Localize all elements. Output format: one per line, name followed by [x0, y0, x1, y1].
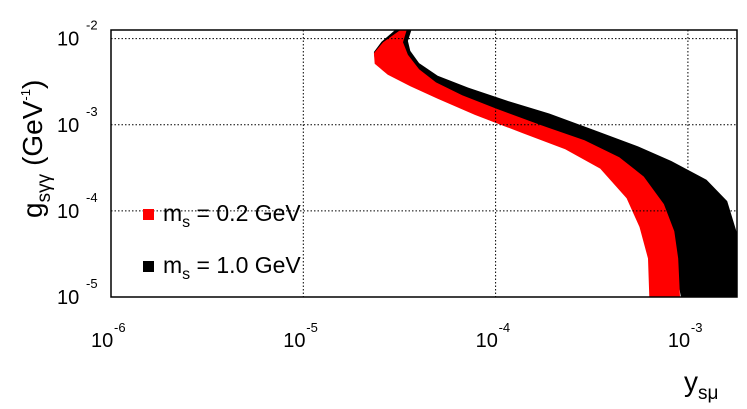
grid-lines: [111, 30, 737, 297]
x-tick-label: 10: [476, 330, 498, 352]
plot-frame: [110, 29, 738, 298]
legend-label-0-sub: s: [182, 214, 190, 231]
y-tick-exponent: -5: [86, 276, 98, 291]
y-tick-label: 10: [57, 201, 79, 223]
legend-label-0: ms = 0.2 GeV: [163, 200, 301, 231]
x-tick-exponent: -3: [691, 320, 703, 335]
y-axis-title: gsγγ (GeV-1): [17, 80, 55, 218]
x-tick-exponent: -5: [306, 320, 318, 335]
legend-swatch-black: [143, 261, 154, 272]
legend-swatch-red: [143, 209, 154, 220]
y-axis-title-sub: sγγ: [34, 173, 55, 202]
x-axis-title: ysμ: [684, 366, 718, 404]
y-tick-label: 10: [57, 29, 79, 51]
x-axis-title-main: y: [684, 366, 698, 397]
data-bands: [373, 30, 737, 297]
legend-label-0-main: m: [163, 200, 182, 226]
x-tick-label: 10: [91, 330, 113, 352]
y-axis-title-unit-exp: -1: [18, 89, 33, 101]
band-red: [373, 30, 680, 297]
x-tick-label: 10: [668, 330, 690, 352]
x-tick-labels: 10-610-510-410-3: [91, 320, 702, 352]
y-tick-labels: 10 -5 10 -4 10 -3 10 -2: [57, 18, 98, 309]
y-axis-title-main: g: [17, 202, 48, 218]
y-tick-exponent: -2: [86, 18, 98, 33]
x-tick-exponent: -6: [114, 320, 126, 335]
y-axis-title-close: ): [17, 80, 48, 89]
x-tick-exponent: -4: [499, 320, 511, 335]
band-black: [373, 30, 737, 297]
y-tick-label: 10: [57, 115, 79, 137]
legend-label-1: ms = 1.0 GeV: [163, 252, 301, 283]
legend: ms = 0.2 GeV ms = 1.0 GeV: [143, 200, 301, 283]
y-axis-title-unit: (GeV: [17, 100, 48, 166]
y-tick-exponent: -4: [86, 190, 98, 205]
legend-label-1-rest: = 1.0 GeV: [190, 252, 301, 278]
y-tick-label: 10: [57, 287, 79, 309]
x-tick-label: 10: [283, 330, 305, 352]
legend-label-1-main: m: [163, 252, 182, 278]
y-tick-exponent: -3: [86, 104, 98, 119]
legend-label-1-sub: s: [182, 266, 190, 283]
x-axis-title-sub: sμ: [698, 383, 718, 404]
legend-label-0-rest: = 0.2 GeV: [190, 200, 301, 226]
